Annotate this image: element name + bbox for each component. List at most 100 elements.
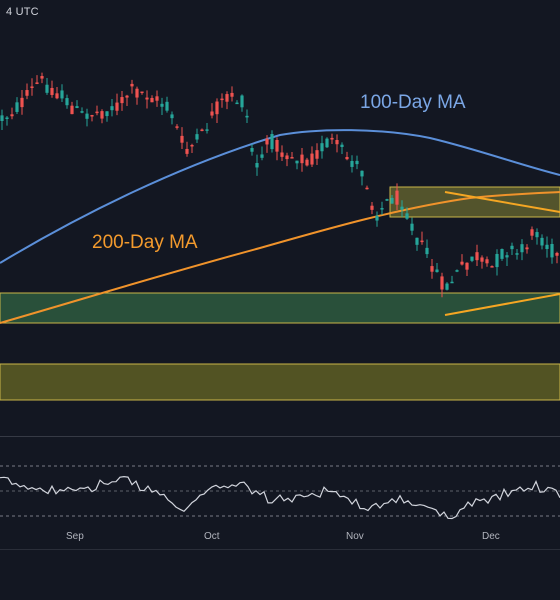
candle-body (460, 261, 464, 265)
candle-body (130, 83, 134, 87)
candle-body (40, 76, 44, 79)
candle-body (15, 102, 19, 112)
resistance-zone (389, 186, 560, 218)
candle-body (430, 266, 434, 272)
candle-body (50, 87, 54, 95)
candle-body (245, 115, 249, 118)
candle-body (205, 129, 209, 131)
candle-body (385, 199, 389, 201)
candle-body (555, 252, 559, 256)
candle-body (305, 159, 309, 166)
candle-body (210, 111, 214, 116)
candle-body (55, 93, 59, 99)
candle-body (220, 98, 224, 101)
candles-layer (0, 72, 559, 298)
x-tick-dec: Dec (482, 531, 500, 542)
candle-body (100, 111, 104, 119)
candle-body (0, 115, 4, 121)
candle-body (10, 114, 14, 117)
candle-body (435, 269, 439, 273)
candle-body (495, 253, 499, 268)
candle-body (340, 144, 344, 147)
candle-body (280, 152, 284, 157)
candle-body (185, 148, 189, 154)
candle-body (290, 157, 294, 159)
candle-body (510, 245, 514, 250)
ma100-label: 100-Day MA (360, 92, 466, 113)
candle-body (160, 103, 164, 107)
candle-body (90, 115, 94, 117)
candle-body (195, 134, 199, 140)
candle-body (5, 117, 9, 120)
candle-body (310, 153, 314, 165)
ma100-line (0, 129, 560, 264)
candle-body (35, 82, 39, 84)
candle-body (255, 163, 259, 168)
candle-body (440, 276, 444, 290)
candle-body (485, 259, 489, 264)
candle-body (135, 88, 139, 98)
candle-body (225, 94, 229, 102)
candle-body (515, 253, 519, 255)
support-zone (0, 292, 560, 324)
candle-body (475, 252, 479, 261)
x-tick-oct: Oct (204, 531, 220, 542)
ma200-line (0, 191, 560, 324)
candle-body (365, 187, 369, 190)
candle-body (235, 102, 239, 105)
pane-separator[interactable] (0, 436, 560, 437)
candle-body (350, 160, 354, 167)
candle-body (320, 143, 324, 152)
ma200-label: 200-Day MA (92, 232, 198, 253)
candle-body (110, 106, 114, 111)
candle-body (370, 205, 374, 210)
candle-body (505, 255, 509, 258)
candle-body (360, 170, 364, 177)
candle-body (250, 148, 254, 152)
candle-body (170, 114, 174, 119)
candle-body (230, 92, 234, 97)
candle-body (415, 237, 419, 245)
trendlines-layer (444, 191, 560, 316)
candle-body (465, 262, 469, 270)
lower-support-zone (0, 363, 560, 401)
candle-body (20, 97, 24, 108)
candle-body (540, 237, 544, 246)
candle-body (380, 208, 384, 210)
candle-body (125, 95, 129, 98)
candle-body (445, 283, 449, 290)
candle-body (200, 129, 204, 132)
candle-body (105, 111, 109, 117)
candle-body (375, 215, 379, 221)
candle-body (175, 126, 179, 128)
candle-body (450, 281, 454, 284)
candle-body (285, 155, 289, 160)
candle-body (120, 97, 124, 104)
candle-body (140, 91, 144, 94)
candle-body (520, 244, 524, 253)
candle-body (165, 101, 169, 111)
candle-body (190, 144, 194, 147)
candle-body (390, 197, 394, 204)
candle-body (455, 270, 459, 272)
candle-body (270, 134, 274, 150)
candle-body (65, 98, 69, 106)
candle-body (315, 150, 319, 159)
candle-body (400, 206, 404, 210)
candle-body (150, 97, 154, 103)
candle-body (25, 90, 29, 96)
candle-body (85, 113, 89, 119)
timezone-label: 4 UTC (6, 6, 39, 18)
rsi-pane (0, 465, 560, 520)
ascending-trendline (444, 293, 560, 316)
candle-body (500, 249, 504, 259)
candle-body (425, 247, 429, 255)
candle-body (295, 160, 299, 164)
candle-body (45, 84, 49, 93)
descending-trendline (444, 191, 560, 213)
candle-body (145, 97, 149, 100)
candle-body (355, 160, 359, 165)
candle-body (545, 244, 549, 249)
candle-body (480, 257, 484, 262)
